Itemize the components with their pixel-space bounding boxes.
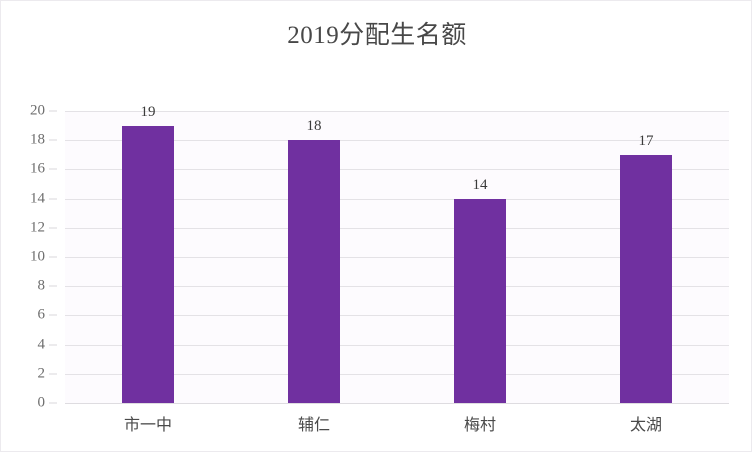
- gridline: [65, 257, 729, 258]
- gridline: [65, 286, 729, 288]
- y-axis-tick-label: 4: [37, 336, 46, 353]
- bar-value-label: 18: [306, 118, 322, 135]
- bar[interactable]: [454, 198, 506, 403]
- y-axis-tick-mark: [49, 198, 57, 200]
- y-axis-tick-mark: [49, 168, 57, 170]
- y-axis-tick-mark: [49, 227, 57, 229]
- gridline: [65, 315, 729, 317]
- bar-value-label: 19: [140, 103, 156, 120]
- x-axis-category-label: 太湖: [629, 417, 662, 434]
- y-axis-tick-label: 12: [30, 219, 45, 236]
- y-axis-tick-label: 10: [30, 248, 45, 265]
- y-axis-tick-label: 2: [37, 365, 46, 382]
- x-axis: 市一中 辅仁 梅村 太湖: [65, 407, 729, 447]
- y-axis-tick-mark: [49, 110, 57, 112]
- y-axis-tick-label: 0: [37, 394, 46, 411]
- gridline: [65, 198, 729, 200]
- bar-value-label: 17: [638, 132, 654, 149]
- gridline: [65, 344, 729, 346]
- y-axis-tick-mark: [49, 139, 57, 141]
- y-axis-tick-label: 20: [30, 102, 45, 119]
- y-axis: 20 18 16 14 12 10 8 6 4 2 0: [1, 103, 57, 410]
- gridline: [65, 403, 729, 404]
- bar-value-label: 14: [472, 176, 488, 193]
- gridline: [65, 169, 729, 171]
- gridline: [65, 373, 729, 375]
- y-axis-tick-label: 18: [30, 131, 45, 148]
- plot-area: 19 18 14 17: [65, 104, 729, 404]
- y-axis-tick-label: 8: [37, 277, 46, 294]
- x-axis-category-label: 市一中: [123, 417, 172, 434]
- chart-title: 2019分配生名额: [287, 22, 467, 49]
- y-axis-tick-mark: [49, 402, 57, 404]
- y-axis-tick-mark: [49, 256, 57, 258]
- gridline: [65, 140, 729, 142]
- y-axis-tick-mark: [49, 285, 57, 287]
- x-axis-category-label: 梅村: [463, 417, 496, 434]
- bar[interactable]: [620, 154, 672, 403]
- bar[interactable]: [122, 125, 174, 403]
- y-axis-tick-mark: [49, 373, 57, 375]
- gridline: [65, 111, 729, 112]
- y-axis-tick-mark: [49, 314, 57, 316]
- y-axis-tick-label: 16: [30, 160, 45, 177]
- x-axis-category-label: 辅仁: [297, 417, 330, 434]
- y-axis-tick-label: 14: [30, 190, 45, 207]
- y-axis-tick-mark: [49, 344, 57, 346]
- y-axis-tick-label: 6: [37, 306, 46, 323]
- gridline: [65, 227, 729, 229]
- bar[interactable]: [288, 140, 340, 403]
